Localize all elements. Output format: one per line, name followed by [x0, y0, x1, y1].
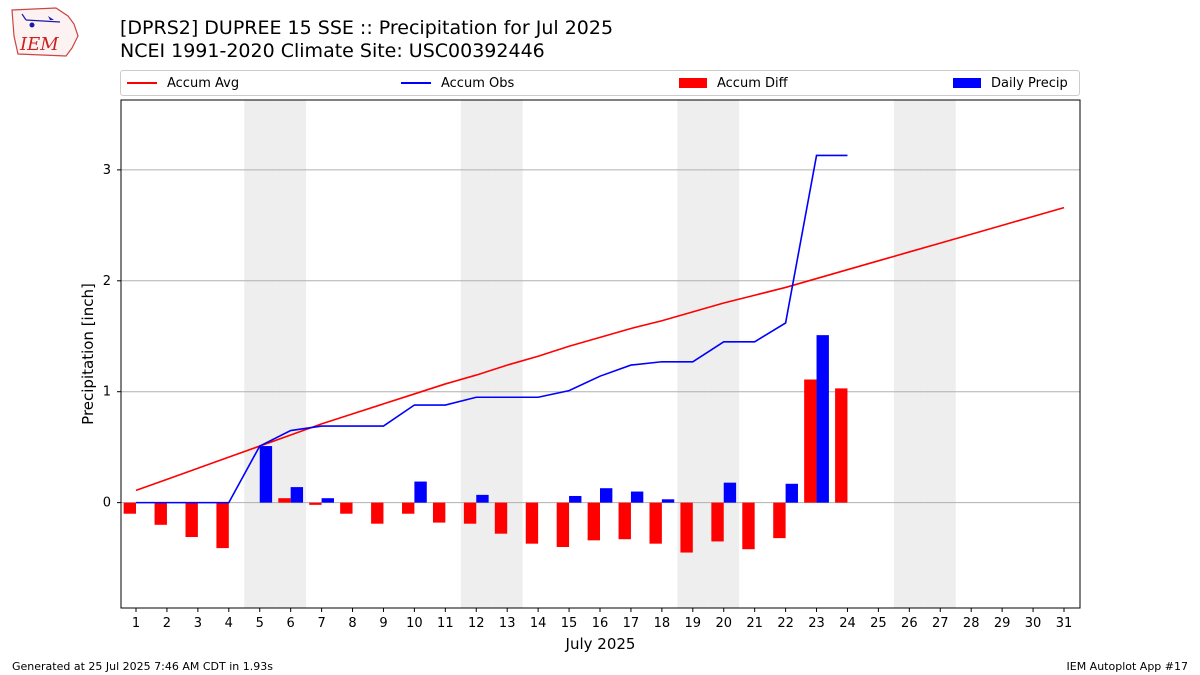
bar-accum-diff: [587, 502, 600, 541]
chart-title: [DPRS2] DUPREE 15 SSE :: Precipitation f…: [120, 17, 614, 39]
footer-app: IEM Autoplot App #17: [1066, 660, 1189, 673]
bar-accum-diff: [773, 502, 786, 539]
x-tick-label: 5: [256, 616, 264, 631]
legend-item-accum-obs: Accum Obs: [401, 71, 514, 95]
bar-accum-diff: [556, 502, 570, 547]
bar-accum-diff: [216, 502, 229, 549]
bar-accum-diff: [711, 502, 724, 542]
x-tick-label: 15: [561, 616, 578, 631]
legend-item-accum-diff: Accum Diff: [679, 71, 788, 95]
x-tick-label: 16: [592, 616, 609, 631]
weekend-shade: [460, 100, 492, 608]
legend-item-daily-precip: Daily Precip: [953, 71, 1068, 95]
bar-accum-diff: [494, 502, 508, 534]
weekend-shade: [244, 100, 276, 608]
bar-accum-diff: [525, 502, 539, 544]
bar-accum-diff: [742, 502, 755, 550]
legend-swatch: [679, 78, 707, 88]
weekend-shade: [924, 100, 956, 608]
bar-daily-precip: [321, 498, 334, 503]
bar-accum-diff: [463, 502, 477, 524]
x-tick-label: 8: [348, 616, 356, 631]
bar-daily-precip: [290, 487, 304, 503]
bar-accum-diff: [835, 388, 848, 503]
legend-swatch: [127, 82, 157, 84]
bar-accum-diff: [340, 502, 353, 514]
bar-accum-diff: [432, 502, 446, 523]
bar-accum-diff: [123, 502, 136, 514]
x-tick-label: 23: [808, 616, 825, 631]
x-tick-label: 9: [379, 616, 387, 631]
x-tick-label: 31: [1056, 616, 1073, 631]
x-tick-label: 2: [163, 616, 171, 631]
x-tick-label: 20: [715, 616, 732, 631]
x-tick-label: 29: [994, 616, 1011, 631]
bar-accum-diff: [309, 502, 322, 505]
x-tick-label: 12: [468, 616, 485, 631]
x-tick-label: 11: [437, 616, 454, 631]
iem-logo: IEM: [11, 7, 79, 57]
bar-daily-precip: [816, 335, 829, 503]
bar-daily-precip: [600, 488, 613, 503]
x-tick-label: 13: [499, 616, 516, 631]
legend-label: Accum Diff: [717, 75, 788, 91]
x-tick-label: 26: [901, 616, 918, 631]
bar-accum-diff: [185, 502, 198, 538]
bar-accum-diff: [618, 502, 631, 540]
x-tick-label: 24: [839, 616, 856, 631]
line-accum-obs: [136, 154, 848, 504]
bar-daily-precip: [785, 483, 798, 503]
x-tick-label: 30: [1025, 616, 1042, 631]
bar-accum-diff: [154, 502, 167, 525]
chart-subtitle: NCEI 1991-2020 Climate Site: USC00392446: [120, 40, 545, 62]
legend-item-accum-avg: Accum Avg: [127, 71, 239, 95]
x-tick-label: 14: [530, 616, 547, 631]
x-tick-label: 19: [685, 616, 702, 631]
bar-daily-precip: [569, 495, 582, 503]
x-axis-label: July 2025: [565, 635, 636, 653]
x-tick-label: 21: [746, 616, 763, 631]
bar-daily-precip: [723, 482, 737, 503]
x-tick-label: 3: [194, 616, 202, 631]
bar-daily-precip: [259, 446, 273, 503]
x-tick-label: 22: [777, 616, 794, 631]
y-tick-label: 0: [103, 496, 111, 511]
bar-daily-precip: [661, 499, 675, 503]
x-tick-label: 18: [654, 616, 671, 631]
x-tick-label: 28: [963, 616, 980, 631]
bar-daily-precip: [476, 494, 489, 503]
y-tick-label: 1: [103, 385, 111, 400]
legend-label: Daily Precip: [991, 75, 1068, 91]
x-tick-label: 7: [317, 616, 325, 631]
bar-accum-diff: [278, 498, 291, 503]
x-tick-label: 25: [870, 616, 887, 631]
y-axis-label: Precipitation [inch]: [79, 283, 97, 425]
bar-accum-diff: [402, 502, 415, 514]
bar-accum-diff: [804, 379, 817, 503]
legend-label: Accum Avg: [167, 75, 240, 91]
legend-swatch: [401, 82, 431, 84]
footer-generated: Generated at 25 Jul 2025 7:46 AM CDT in …: [12, 660, 273, 673]
legend-swatch: [953, 78, 981, 88]
x-tick-label: 4: [225, 616, 233, 631]
bar-accum-diff: [649, 502, 662, 544]
line-accum-avg: [135, 206, 1065, 492]
x-tick-label: 6: [287, 616, 295, 631]
legend-label: Accum Obs: [441, 75, 515, 91]
bar-accum-diff: [680, 502, 693, 553]
x-tick-label: 27: [932, 616, 949, 631]
y-tick-label: 2: [103, 274, 111, 289]
logo-text: IEM: [19, 34, 59, 55]
weekend-shade: [275, 100, 307, 608]
bar-daily-precip: [414, 481, 427, 503]
y-tick-label: 3: [103, 163, 111, 178]
weekend-shade: [893, 100, 925, 608]
bar-daily-precip: [630, 491, 644, 503]
x-tick-label: 10: [406, 616, 423, 631]
x-tick-label: 1: [132, 616, 140, 631]
bar-accum-diff: [371, 502, 384, 524]
x-tick-label: 17: [623, 616, 640, 631]
legend: Accum Avg Accum Obs Accum Diff Daily Pre…: [120, 70, 1080, 96]
